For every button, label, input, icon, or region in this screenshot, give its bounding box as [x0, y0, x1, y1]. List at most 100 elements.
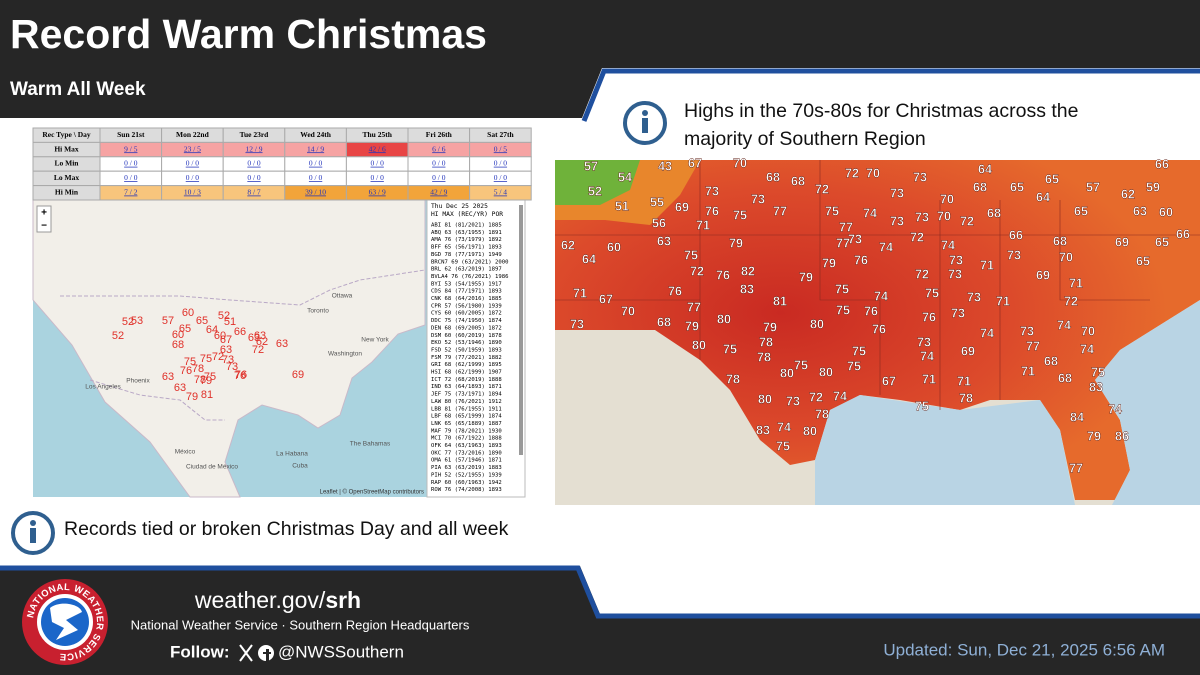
- highs-map: [555, 160, 1200, 505]
- high-value: 74: [941, 238, 955, 252]
- high-value: 77: [839, 220, 853, 234]
- high-value: 75: [733, 208, 747, 222]
- zoom-box[interactable]: [36, 205, 52, 233]
- zoom-in[interactable]: +: [41, 208, 47, 219]
- place-label: La Habana: [276, 451, 308, 458]
- high-value: 64: [582, 252, 596, 266]
- record-value: 72: [212, 351, 224, 363]
- follow: Follow:: [170, 642, 229, 661]
- table-header: Sat 27th: [487, 130, 514, 139]
- high-value: 72: [845, 166, 859, 180]
- high-value: 77: [1026, 339, 1040, 353]
- high-value: 62: [1121, 187, 1135, 201]
- high-value: 78: [759, 335, 773, 349]
- list-line: BRL 62 (63/2019) 1897: [431, 267, 502, 273]
- high-value: 71: [957, 374, 971, 388]
- record-value: 52: [112, 330, 124, 342]
- high-value: 69: [675, 200, 689, 214]
- high-value: 68: [791, 174, 805, 188]
- record-list-panel: [426, 199, 526, 498]
- high-value: 75: [835, 282, 849, 296]
- place-label: México: [175, 449, 196, 456]
- table-header: Mon 22nd: [176, 130, 210, 139]
- list-line: GRI 68 (62/1999) 1895: [431, 362, 502, 368]
- record-value: 63: [220, 344, 232, 356]
- scrollbar[interactable]: [519, 205, 523, 455]
- table-header: Sun 21st: [117, 130, 145, 139]
- row-label: Lo Max: [54, 173, 79, 182]
- high-value: 69: [961, 344, 975, 358]
- record-value: 51: [224, 316, 236, 328]
- record-value: 65: [196, 315, 208, 327]
- table-header: Rec Type \ Day: [42, 130, 91, 139]
- record-value: 63: [254, 330, 266, 342]
- high-value: 62: [561, 238, 575, 252]
- high-value: 75: [1091, 365, 1105, 379]
- high-value: 68: [987, 206, 1001, 220]
- list-line: FSD 52 (50/1959) 1893: [431, 347, 502, 353]
- high-value: 83: [740, 282, 754, 296]
- high-value: 66: [1009, 228, 1023, 242]
- record-map: [32, 199, 526, 498]
- high-value: 77: [773, 204, 787, 218]
- record-value: 63: [276, 338, 288, 350]
- list-line: MAF 79 (78/2021) 1930: [431, 428, 502, 434]
- nws-logo: NATIONAL WEATHER SERVICE: [22, 579, 108, 665]
- list-line: BRCN7 69 (63/2021) 2000: [431, 259, 508, 265]
- table-header: Fri 26th: [426, 130, 453, 139]
- row-label: Lo Min: [55, 159, 80, 168]
- high-value: 65: [1045, 172, 1059, 186]
- list-line: BVLA4 76 (76/2021) 1986: [431, 274, 508, 280]
- high-value: 68: [1044, 354, 1058, 368]
- facebook-icon[interactable]: [258, 645, 274, 661]
- high-value: 71: [1021, 364, 1035, 378]
- footer-band: [0, 566, 1200, 675]
- site-bold[interactable]: srh: [325, 587, 361, 613]
- high-value: 73: [1020, 324, 1034, 338]
- list-date: Thu Dec 25 2025: [431, 203, 488, 210]
- zoom-out[interactable]: −: [41, 221, 47, 232]
- high-value: 76: [716, 268, 730, 282]
- site-link[interactable]: weather.gov/srh: [194, 587, 361, 613]
- table-value: 0 / 0: [124, 159, 138, 168]
- high-value: 80: [780, 366, 794, 380]
- place-label: Washington: [328, 351, 362, 358]
- list-line: OFK 64 (63/1963) 1893: [431, 443, 502, 449]
- record-value: 60: [182, 307, 194, 319]
- record-value: 64: [206, 324, 218, 336]
- x-icon[interactable]: [239, 644, 253, 662]
- high-value: 74: [920, 349, 934, 363]
- high-value: 51: [615, 199, 629, 213]
- high-value: 68: [1053, 234, 1067, 248]
- high-value: 73: [786, 394, 800, 408]
- table-value: 6 / 6: [432, 144, 446, 153]
- handle[interactable]: @NWSSouthern: [278, 642, 404, 661]
- high-value: 84: [1070, 410, 1084, 424]
- list-line: HSI 68 (62/1999) 1907: [431, 370, 502, 376]
- record-value: 75: [200, 353, 212, 365]
- high-value: 73: [751, 192, 765, 206]
- table-value: 23 / 5: [184, 144, 201, 153]
- high-value: 64: [1036, 190, 1050, 204]
- site[interactable]: weather.gov/: [194, 587, 326, 613]
- list-line: OKC 77 (73/2016) 1890: [431, 450, 502, 456]
- table-value: 0 / 0: [432, 159, 446, 168]
- table-cell: [469, 185, 532, 201]
- high-value: 77: [836, 236, 850, 250]
- high-value: 80: [692, 338, 706, 352]
- high-value: 70: [1081, 324, 1095, 338]
- high-value: 56: [652, 216, 666, 230]
- high-value: 79: [1087, 429, 1101, 443]
- high-value: 75: [684, 248, 698, 262]
- high-value: 80: [758, 392, 772, 406]
- high-value: 60: [1159, 205, 1173, 219]
- table-value: 0 / 0: [124, 173, 138, 182]
- high-value: 67: [599, 292, 613, 306]
- high-value: 78: [757, 350, 771, 364]
- list-line: LBB 81 (76/1955) 1911: [431, 406, 502, 412]
- place-label: Ottawa: [332, 293, 353, 300]
- high-value: 86: [1115, 429, 1129, 443]
- list-line: RAP 60 (60/1963) 1942: [431, 480, 502, 486]
- place-label: Toronto: [307, 308, 329, 315]
